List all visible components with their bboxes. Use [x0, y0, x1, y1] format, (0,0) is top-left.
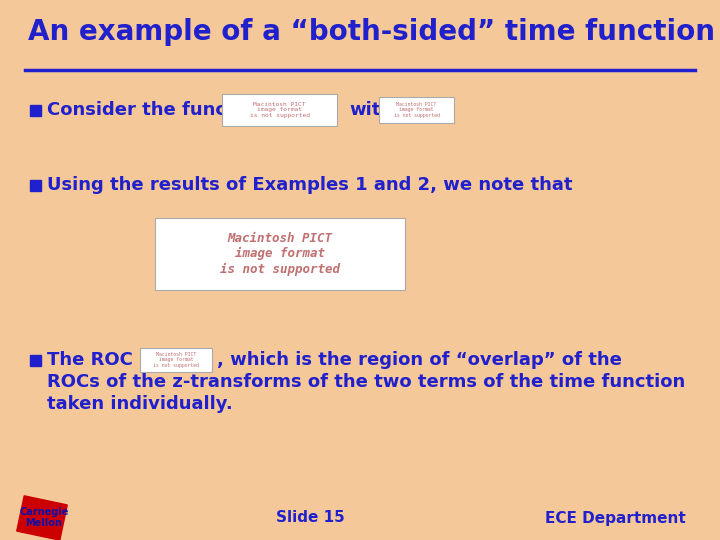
Polygon shape	[17, 496, 67, 540]
Text: with: with	[349, 101, 393, 119]
Bar	[30, 105, 41, 116]
Text: Macintosh PICT
image format
is not supported: Macintosh PICT image format is not suppo…	[394, 102, 439, 118]
Text: The ROC is: The ROC is	[47, 351, 156, 369]
Text: Macintosh PICT
image format
is not supported: Macintosh PICT image format is not suppo…	[153, 352, 199, 368]
Text: Mellon: Mellon	[26, 518, 63, 528]
Bar	[30, 179, 41, 191]
Text: Using the results of Examples 1 and 2, we note that: Using the results of Examples 1 and 2, w…	[47, 176, 572, 194]
FancyBboxPatch shape	[140, 348, 212, 372]
Bar	[30, 354, 41, 366]
Text: An example of a “both-sided” time function: An example of a “both-sided” time functi…	[28, 18, 715, 46]
Text: Carnegie: Carnegie	[19, 507, 68, 517]
Text: taken individually.: taken individually.	[47, 395, 233, 413]
Text: Macintosh PICT
image format
is not supported: Macintosh PICT image format is not suppo…	[250, 102, 310, 118]
Text: ECE Department: ECE Department	[544, 510, 685, 525]
Text: ROCs of the z-transforms of the two terms of the time function: ROCs of the z-transforms of the two term…	[47, 373, 685, 391]
Text: Slide 15: Slide 15	[276, 510, 344, 525]
FancyBboxPatch shape	[379, 97, 454, 123]
Text: , which is the region of “overlap” of the: , which is the region of “overlap” of th…	[217, 351, 622, 369]
FancyBboxPatch shape	[222, 94, 337, 126]
Text: Consider the function: Consider the function	[47, 101, 266, 119]
Text: Macintosh PICT
image format
is not supported: Macintosh PICT image format is not suppo…	[220, 232, 340, 275]
FancyBboxPatch shape	[155, 218, 405, 290]
